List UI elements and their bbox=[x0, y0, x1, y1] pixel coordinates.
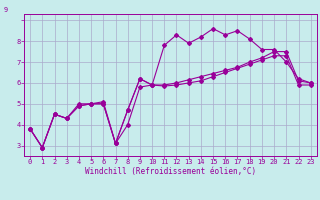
Text: 9: 9 bbox=[4, 7, 8, 13]
X-axis label: Windchill (Refroidissement éolien,°C): Windchill (Refroidissement éolien,°C) bbox=[85, 167, 256, 176]
